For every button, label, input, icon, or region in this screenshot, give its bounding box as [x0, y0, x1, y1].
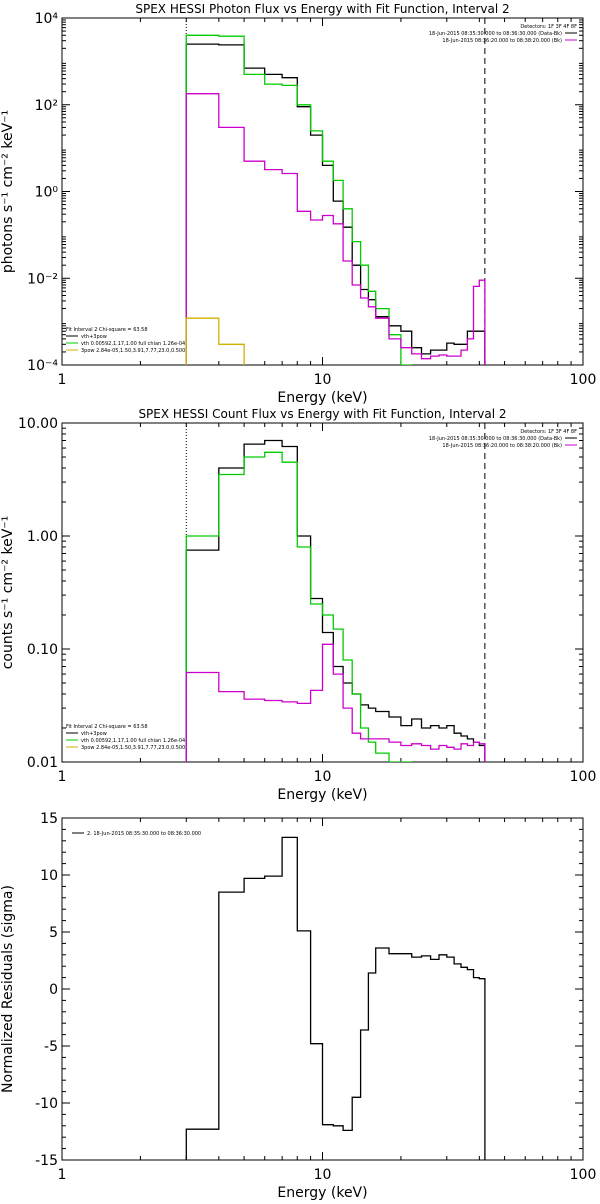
- series-line-2: [185, 34, 413, 365]
- fit-legend-entry: vth+3pow: [81, 334, 107, 340]
- x-tick-label: 100: [570, 1167, 597, 1183]
- fit-legend-entry: 3pow 2.84e-05,1.50,3.91,7.77,23.0,0.500: [81, 745, 185, 751]
- y-tick-label: 10: [40, 868, 58, 884]
- x-tick-label: 1: [58, 372, 67, 388]
- y-tick-label: 10⁴: [35, 11, 59, 27]
- x-tick-label: 100: [570, 372, 597, 388]
- y-tick-label: 10²: [35, 98, 58, 114]
- y-tick-label: -15: [35, 1153, 58, 1169]
- x-axis-label: Energy (keV): [277, 390, 367, 406]
- fit-legend-entry: vth+3pow: [81, 731, 107, 737]
- x-axis-label: Energy (keV): [277, 1185, 367, 1200]
- info-legend-title: Detectors: 1F 3F 4F 8F: [520, 24, 577, 30]
- fit-legend-entry: 3pow 2.84e-05,1.50,3.91,7.77,23.0,0.500: [81, 348, 185, 354]
- y-tick-label: 0: [49, 982, 58, 998]
- y-tick-label: -5: [44, 1039, 58, 1055]
- info-legend-entry: 18-Jun-2015 08:35:30.000 to 08:36:30.000…: [429, 31, 562, 37]
- residual-legend-entry: 2. 18-Jun-2015 08:35:30.000 to 08:36:30.…: [87, 831, 201, 837]
- x-axis-label: Energy (keV): [277, 787, 367, 803]
- y-axis-label: counts s⁻¹ cm⁻² keV⁻¹: [0, 516, 16, 670]
- x-tick-label: 1: [58, 769, 67, 785]
- x-tick-label: 10: [314, 769, 332, 785]
- x-tick-label: 1: [58, 1167, 67, 1183]
- plot-frame: [61, 17, 584, 366]
- fit-legend-entry: vth 0.00592,1.17,1.00 full chian 1.26e-0…: [81, 738, 185, 744]
- chart-panel-2: 1 10 100 0.01 0.10 1.00 10.00 SPEX HESSI Count …: [0, 407, 596, 803]
- series-line-2: [185, 451, 413, 762]
- series-line-3: [185, 643, 486, 762]
- series-line-1: [185, 439, 486, 762]
- info-legend-title: Detectors: 1F 3F 4F 8F: [520, 429, 577, 435]
- y-axis-label: Normalized Residuals (sigma): [0, 885, 16, 1093]
- series-line-1: [185, 43, 486, 365]
- y-tick-label: 10⁻²: [27, 271, 58, 287]
- plot-frame: [61, 422, 584, 763]
- chart-panel-1: 1 10 100 10⁻⁴ 10⁻² 10⁰ 10² 10⁴ SPEX HESSI Photon…: [0, 2, 596, 406]
- y-tick-label: 0.10: [27, 642, 58, 658]
- fit-legend-title: Fit Interval 2 Chi-square = 63.58: [66, 724, 148, 730]
- y-tick-label: 10⁻⁴: [27, 358, 58, 374]
- info-legend-entry: 18-Jun-2015 08:36:20.000 to 08:38:20.000…: [442, 443, 562, 449]
- series-line-4: [185, 317, 245, 365]
- y-tick-label: 10.00: [18, 416, 58, 432]
- y-axis-label: photons s⁻¹ cm⁻² keV⁻¹: [0, 110, 16, 273]
- y-tick-label: 1.00: [27, 529, 58, 545]
- x-tick-label: 10: [314, 372, 332, 388]
- chart-title: SPEX HESSI Count Flux vs Energy with Fit…: [138, 407, 506, 421]
- y-tick-label: 5: [49, 925, 58, 941]
- y-tick-label: 10⁰: [35, 185, 59, 201]
- chart-title: SPEX HESSI Photon Flux vs Energy with Fi…: [135, 2, 509, 16]
- y-tick-label: 15: [40, 811, 58, 827]
- x-tick-label: 10: [314, 1167, 332, 1183]
- series-line-3: [185, 93, 486, 365]
- chart-panel-3: 1 10 100 -15 -10 -5 0 5 10 15 Energy (keV) Normaliz…: [0, 811, 597, 1201]
- fit-legend-entry: vth 0.00592,1.17,1.00 full chian 1.26e-0…: [81, 341, 185, 347]
- series-line-1: [185, 836, 486, 1160]
- x-tick-label: 100: [570, 769, 597, 785]
- y-tick-label: -10: [35, 1096, 58, 1112]
- y-tick-label: 0.01: [27, 755, 58, 771]
- fit-legend-title: Fit Interval 2 Chi-square = 63.58: [66, 327, 148, 333]
- info-legend-entry: 18-Jun-2015 08:36:20.000 to 08:38:20.000…: [442, 38, 562, 44]
- info-legend-entry: 18-Jun-2015 08:35:30.000 to 08:36:30.000…: [429, 436, 562, 442]
